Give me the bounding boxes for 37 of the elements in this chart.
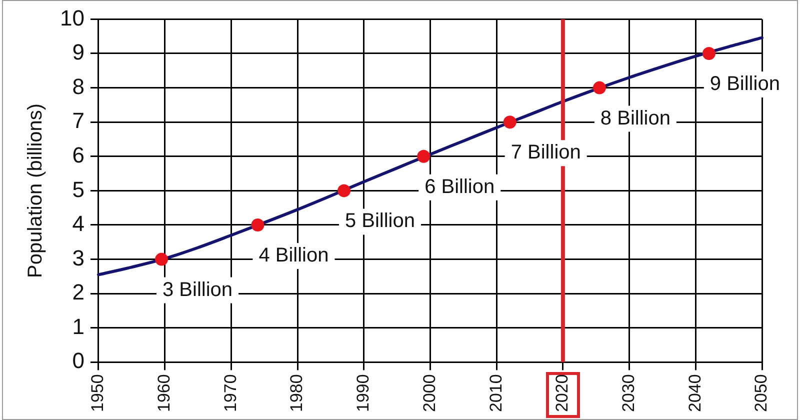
point (417, 150, 430, 163)
point (337, 184, 350, 198)
data-label: 4 Billion (258, 244, 329, 267)
point (592, 81, 606, 94)
x-tick-label: 1990 (354, 374, 373, 412)
y-tick-label: 10 (60, 5, 84, 30)
data-label: 3 Billion (162, 278, 233, 301)
point (155, 252, 168, 266)
data-label: 8 Billion (600, 107, 670, 130)
y-tick-label: 2 (72, 280, 84, 305)
x-tick-label: 2000 (420, 374, 439, 412)
data-label: 9 Billion (710, 73, 780, 96)
data-label: 6 Billion (424, 176, 495, 198)
x-tick-label: 1960 (154, 374, 174, 412)
point (503, 116, 516, 129)
y-tick-label: 5 (72, 176, 84, 202)
x-tick-label: 2050 (752, 374, 771, 412)
y-tick-label: 8 (72, 74, 84, 99)
y-tick-label: 9 (72, 40, 84, 65)
y-axis-title: Population (billions) (24, 103, 47, 278)
point (702, 47, 716, 60)
x-tick-label: 1950 (88, 374, 108, 412)
y-tick-label: 4 (72, 211, 84, 236)
y-tick-label: 6 (72, 142, 84, 168)
y-tick-label: 1 (72, 314, 84, 339)
x-tick-label: 2020 (552, 374, 572, 412)
y-tick-label: 3 (72, 245, 84, 270)
x-tick-label: 1980 (287, 374, 306, 412)
point (251, 218, 264, 232)
y-tick-label: 7 (72, 108, 84, 134)
y-tick-label: 0 (72, 348, 84, 374)
x-tick-label: 1970 (220, 374, 240, 412)
x-tick-label: 2030 (618, 374, 638, 412)
data-label: 7 Billion (510, 142, 581, 164)
x-tick-label: 2040 (685, 374, 704, 412)
data-label: 5 Billion (344, 210, 415, 232)
x-tick-label: 2010 (486, 374, 506, 412)
